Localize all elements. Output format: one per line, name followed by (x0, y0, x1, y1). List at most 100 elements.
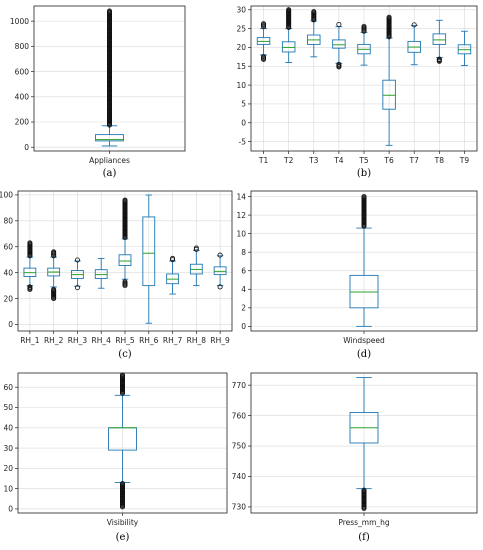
panel-c: 0 20 40 60 80 100 RH_1 RH_2 RH_3 RH_4 RH_5 RH_6 RH_7… (0, 191, 233, 360)
y-tick-label: 6 (241, 266, 246, 275)
y-tick-label: 5 (241, 100, 246, 109)
x-tick-label: RH_4 (92, 336, 112, 345)
panel-caption: (c) (118, 349, 132, 360)
y-tick-label: 50 (3, 403, 13, 412)
box-T4 (332, 21, 346, 70)
outlier-point (120, 481, 126, 487)
y-tick-label: 20 (3, 464, 13, 473)
x-tick-label: T8 (434, 156, 445, 165)
outlier-point (411, 22, 417, 28)
panel-e: 0 10 20 30 40 50 60 Visibility (e) (3, 372, 228, 543)
outlier-point (336, 21, 342, 27)
box-RH_7 (166, 255, 179, 295)
y-tick-label: 0 (241, 322, 246, 331)
outlier-point (261, 53, 267, 59)
y-tick-label: 0 (8, 320, 13, 329)
x-tick-label: T3 (308, 156, 319, 165)
y-tick-label: 750 (232, 442, 247, 451)
y-tick-label: 15 (236, 62, 246, 71)
outlier-point (122, 197, 128, 203)
y-tick-label: 60 (3, 383, 13, 392)
x-tick-label: RH_6 (139, 336, 159, 345)
box-RH_5 (118, 197, 132, 289)
y-tick-label: -5 (239, 137, 247, 146)
box-Windspeed (349, 194, 379, 327)
x-tick-label: RH_8 (187, 336, 207, 345)
x-tick-label: T6 (383, 156, 394, 165)
panel-a: 0 200 400 600 800 1000 Appliances (a) (10, 5, 186, 179)
box-iqr (118, 254, 132, 266)
panel-caption: (b) (357, 168, 371, 179)
y-tick-label: 8 (241, 248, 246, 257)
outlier-point (51, 249, 57, 255)
y-tick-label: 12 (236, 211, 246, 220)
y-tick-label: 10 (236, 81, 246, 90)
x-tick-label: RH_5 (115, 336, 135, 345)
y-tick-label: 80 (3, 217, 13, 226)
x-tick-label: T1 (258, 156, 269, 165)
outlier-point (217, 252, 223, 258)
x-tick-label: RH_2 (44, 336, 64, 345)
box-T8 (432, 19, 447, 64)
box-Visibility (108, 372, 137, 510)
y-tick-label: 30 (3, 444, 13, 453)
y-tick-label: 800 (15, 42, 30, 51)
box-iqr (95, 134, 124, 142)
x-tick-label: Press_mm_hg (338, 518, 390, 527)
x-tick-label: RH_3 (68, 336, 88, 345)
outlier-point (386, 14, 392, 20)
y-tick-label: 0 (8, 505, 13, 514)
outlier-point (107, 8, 113, 14)
outlier-point (261, 21, 267, 27)
outlier-point (122, 279, 128, 285)
box-T6 (382, 14, 396, 146)
box-Appliances (95, 8, 124, 147)
x-tick-label: T2 (283, 156, 294, 165)
box-iqr (142, 216, 156, 287)
outlier-point (336, 61, 342, 67)
outlier-point (27, 284, 33, 290)
panel-f: 730 740 750 760 770 Press_mm_hg (f) (232, 372, 478, 543)
box-iqr (213, 266, 227, 276)
y-tick-label: 60 (3, 242, 13, 251)
x-tick-label: Appliances (89, 156, 130, 165)
box-Press_mm_hg (349, 377, 379, 511)
y-tick-label: 600 (15, 67, 30, 76)
panel-caption: (d) (357, 349, 371, 360)
x-tick-label: RH_1 (20, 336, 40, 345)
x-tick-label: RH_7 (163, 336, 183, 345)
box-RH_9 (213, 252, 227, 290)
y-tick-label: 730 (232, 503, 247, 512)
plot-frame (250, 372, 478, 514)
box-RH_4 (94, 257, 108, 289)
box-iqr (281, 41, 296, 53)
outlier-point (311, 9, 317, 15)
panel-caption: (e) (116, 532, 130, 543)
outlier-point (217, 284, 223, 290)
y-tick-label: 2 (241, 304, 246, 313)
outlier-point (361, 194, 367, 200)
box-RH_8 (189, 245, 203, 287)
outlier-point (74, 257, 80, 263)
y-tick-label: 200 (15, 118, 30, 127)
outlier-point (51, 287, 57, 293)
y-tick-label: 40 (3, 268, 13, 277)
plot-frame (250, 190, 478, 332)
x-tick-label: Windspeed (343, 336, 385, 345)
plot-frame (33, 5, 186, 152)
outlier-point (27, 240, 33, 246)
outlier-point (286, 7, 292, 13)
box-T9 (457, 30, 472, 66)
y-tick-label: 14 (236, 192, 246, 201)
outlier-point (170, 255, 176, 261)
plot-frame (250, 5, 478, 152)
x-tick-label: Visibility (107, 518, 139, 527)
x-tick-label: RH_9 (210, 336, 230, 345)
box-iqr (432, 33, 447, 45)
box-RH_6 (142, 194, 156, 324)
y-tick-label: 740 (232, 472, 247, 481)
y-tick-label: 0 (24, 143, 29, 152)
y-tick-label: 760 (232, 411, 247, 420)
y-tick-label: 25 (236, 24, 246, 33)
x-tick-label: T4 (333, 156, 344, 165)
